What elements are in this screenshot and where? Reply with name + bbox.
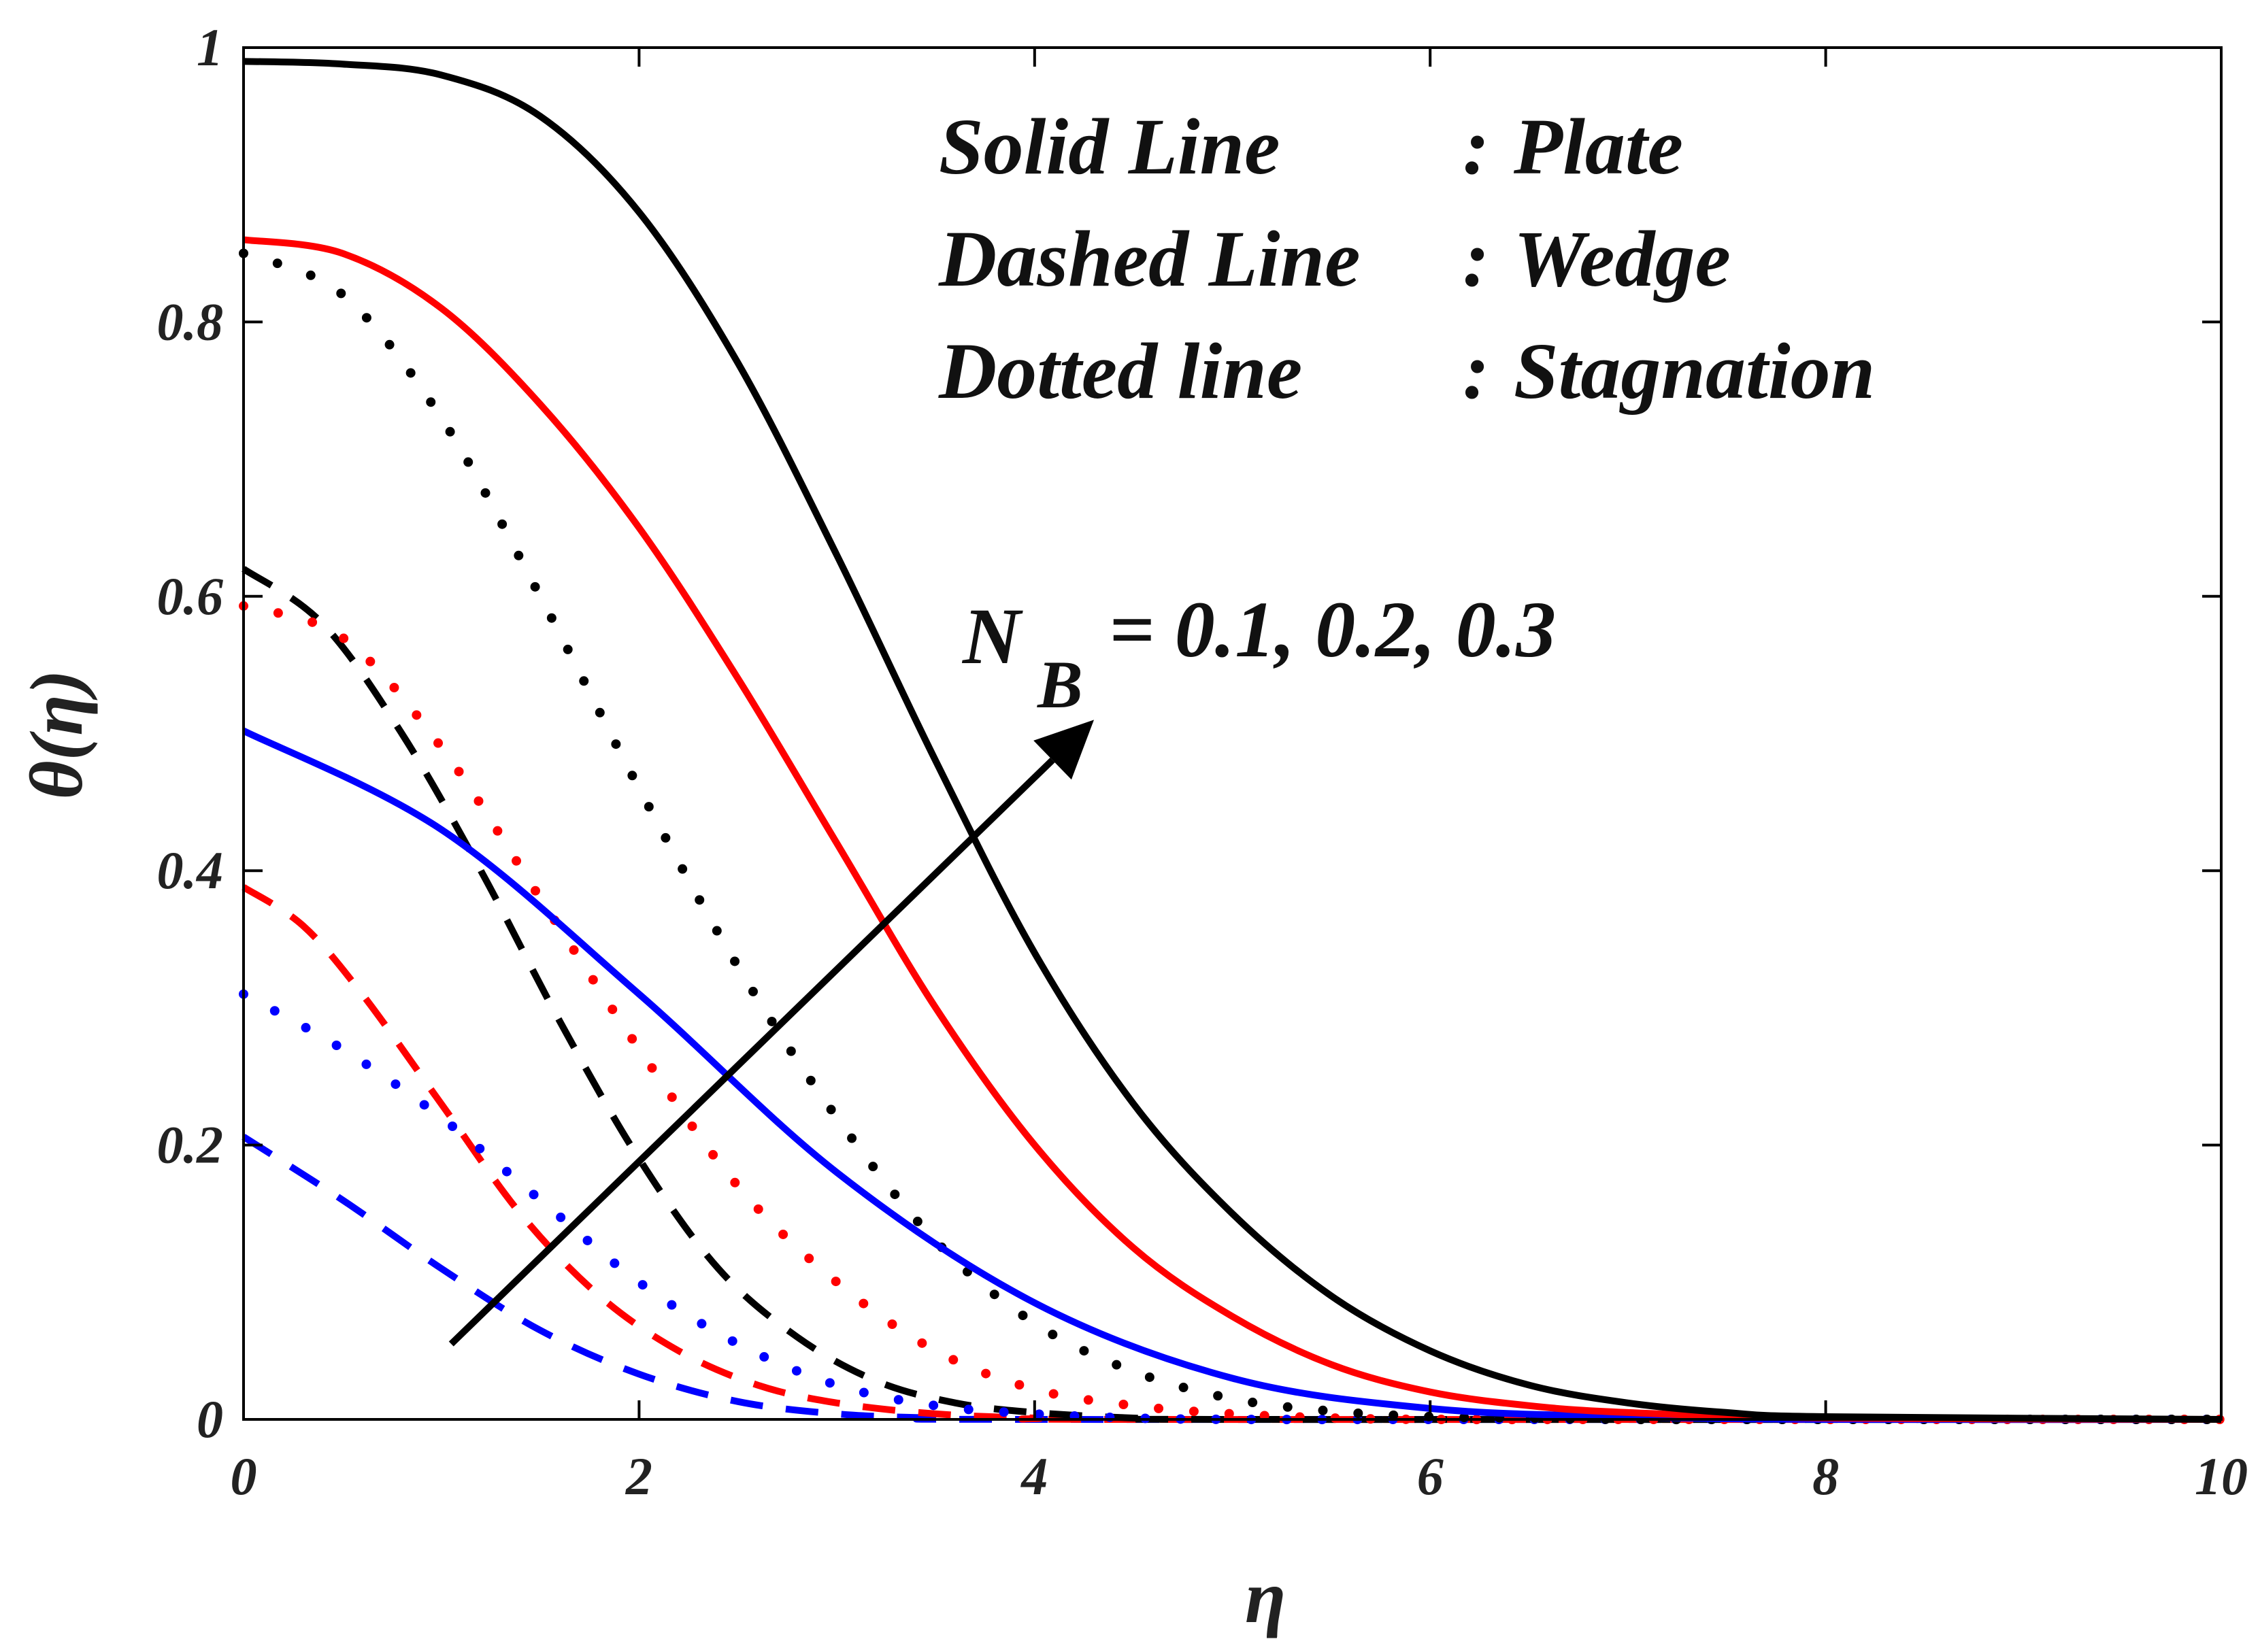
annotation-values: = 0.1, 0.2, 0.3	[1109, 585, 1556, 674]
y-tick-label: 0.6	[157, 567, 224, 626]
legend: Solid Line : Plate Dashed Line : Wedge D…	[938, 102, 1875, 416]
series-line-dashed-000000	[242, 566, 2222, 1423]
x-axis-label: η	[1245, 1555, 1286, 1638]
y-tick-label: 0	[197, 1389, 223, 1449]
x-tick-label: 4	[1020, 1447, 1048, 1506]
y-tick-label: 0.2	[157, 1115, 224, 1175]
arrow-layer	[448, 720, 1095, 1347]
annotation-symbol: N	[961, 592, 1023, 681]
legend-dashed-name: Dashed Line	[938, 214, 1361, 303]
series-line-dotted-0000ff	[239, 989, 2226, 1425]
legend-dotted-geometry: Stagnation	[1514, 326, 1875, 416]
annotation-arrow-shaft	[448, 757, 1055, 1347]
legend-dotted-sep: :	[1463, 326, 1489, 416]
plot-frame	[242, 46, 2223, 1421]
tick-layer: 0 2 4 6 8 10 0 0.2 0.4 0.6 0.8 1	[157, 18, 2248, 1506]
y-axis-label: θ(η)	[15, 670, 98, 800]
x-tick-label: 6	[1417, 1447, 1444, 1506]
x-tick-label: 8	[1812, 1447, 1839, 1506]
series-line-solid-000000	[243, 58, 2222, 1423]
legend-dashed-geometry: Wedge	[1514, 214, 1731, 303]
y-tick-label: 1	[197, 18, 223, 77]
series-line-solid-ff0000	[243, 236, 2222, 1423]
x-tick-label: 0	[231, 1447, 257, 1506]
legend-solid-geometry: Plate	[1513, 102, 1683, 191]
legend-dashed-sep: :	[1463, 214, 1489, 303]
legend-solid-name: Solid Line	[939, 102, 1280, 191]
annotation-arrow-head	[1033, 720, 1095, 780]
legend-dotted-name: Dotted line	[938, 326, 1302, 416]
legend-solid-sep: :	[1463, 102, 1489, 191]
y-tick-label: 0.4	[157, 841, 224, 900]
x-tick-label: 10	[2195, 1447, 2248, 1506]
annotation-subscript: B	[1037, 647, 1083, 722]
x-tick-label: 2	[625, 1447, 652, 1506]
y-tick-label: 0.8	[157, 292, 224, 351]
nb-annotation: N B = 0.1, 0.2, 0.3	[961, 585, 1556, 722]
